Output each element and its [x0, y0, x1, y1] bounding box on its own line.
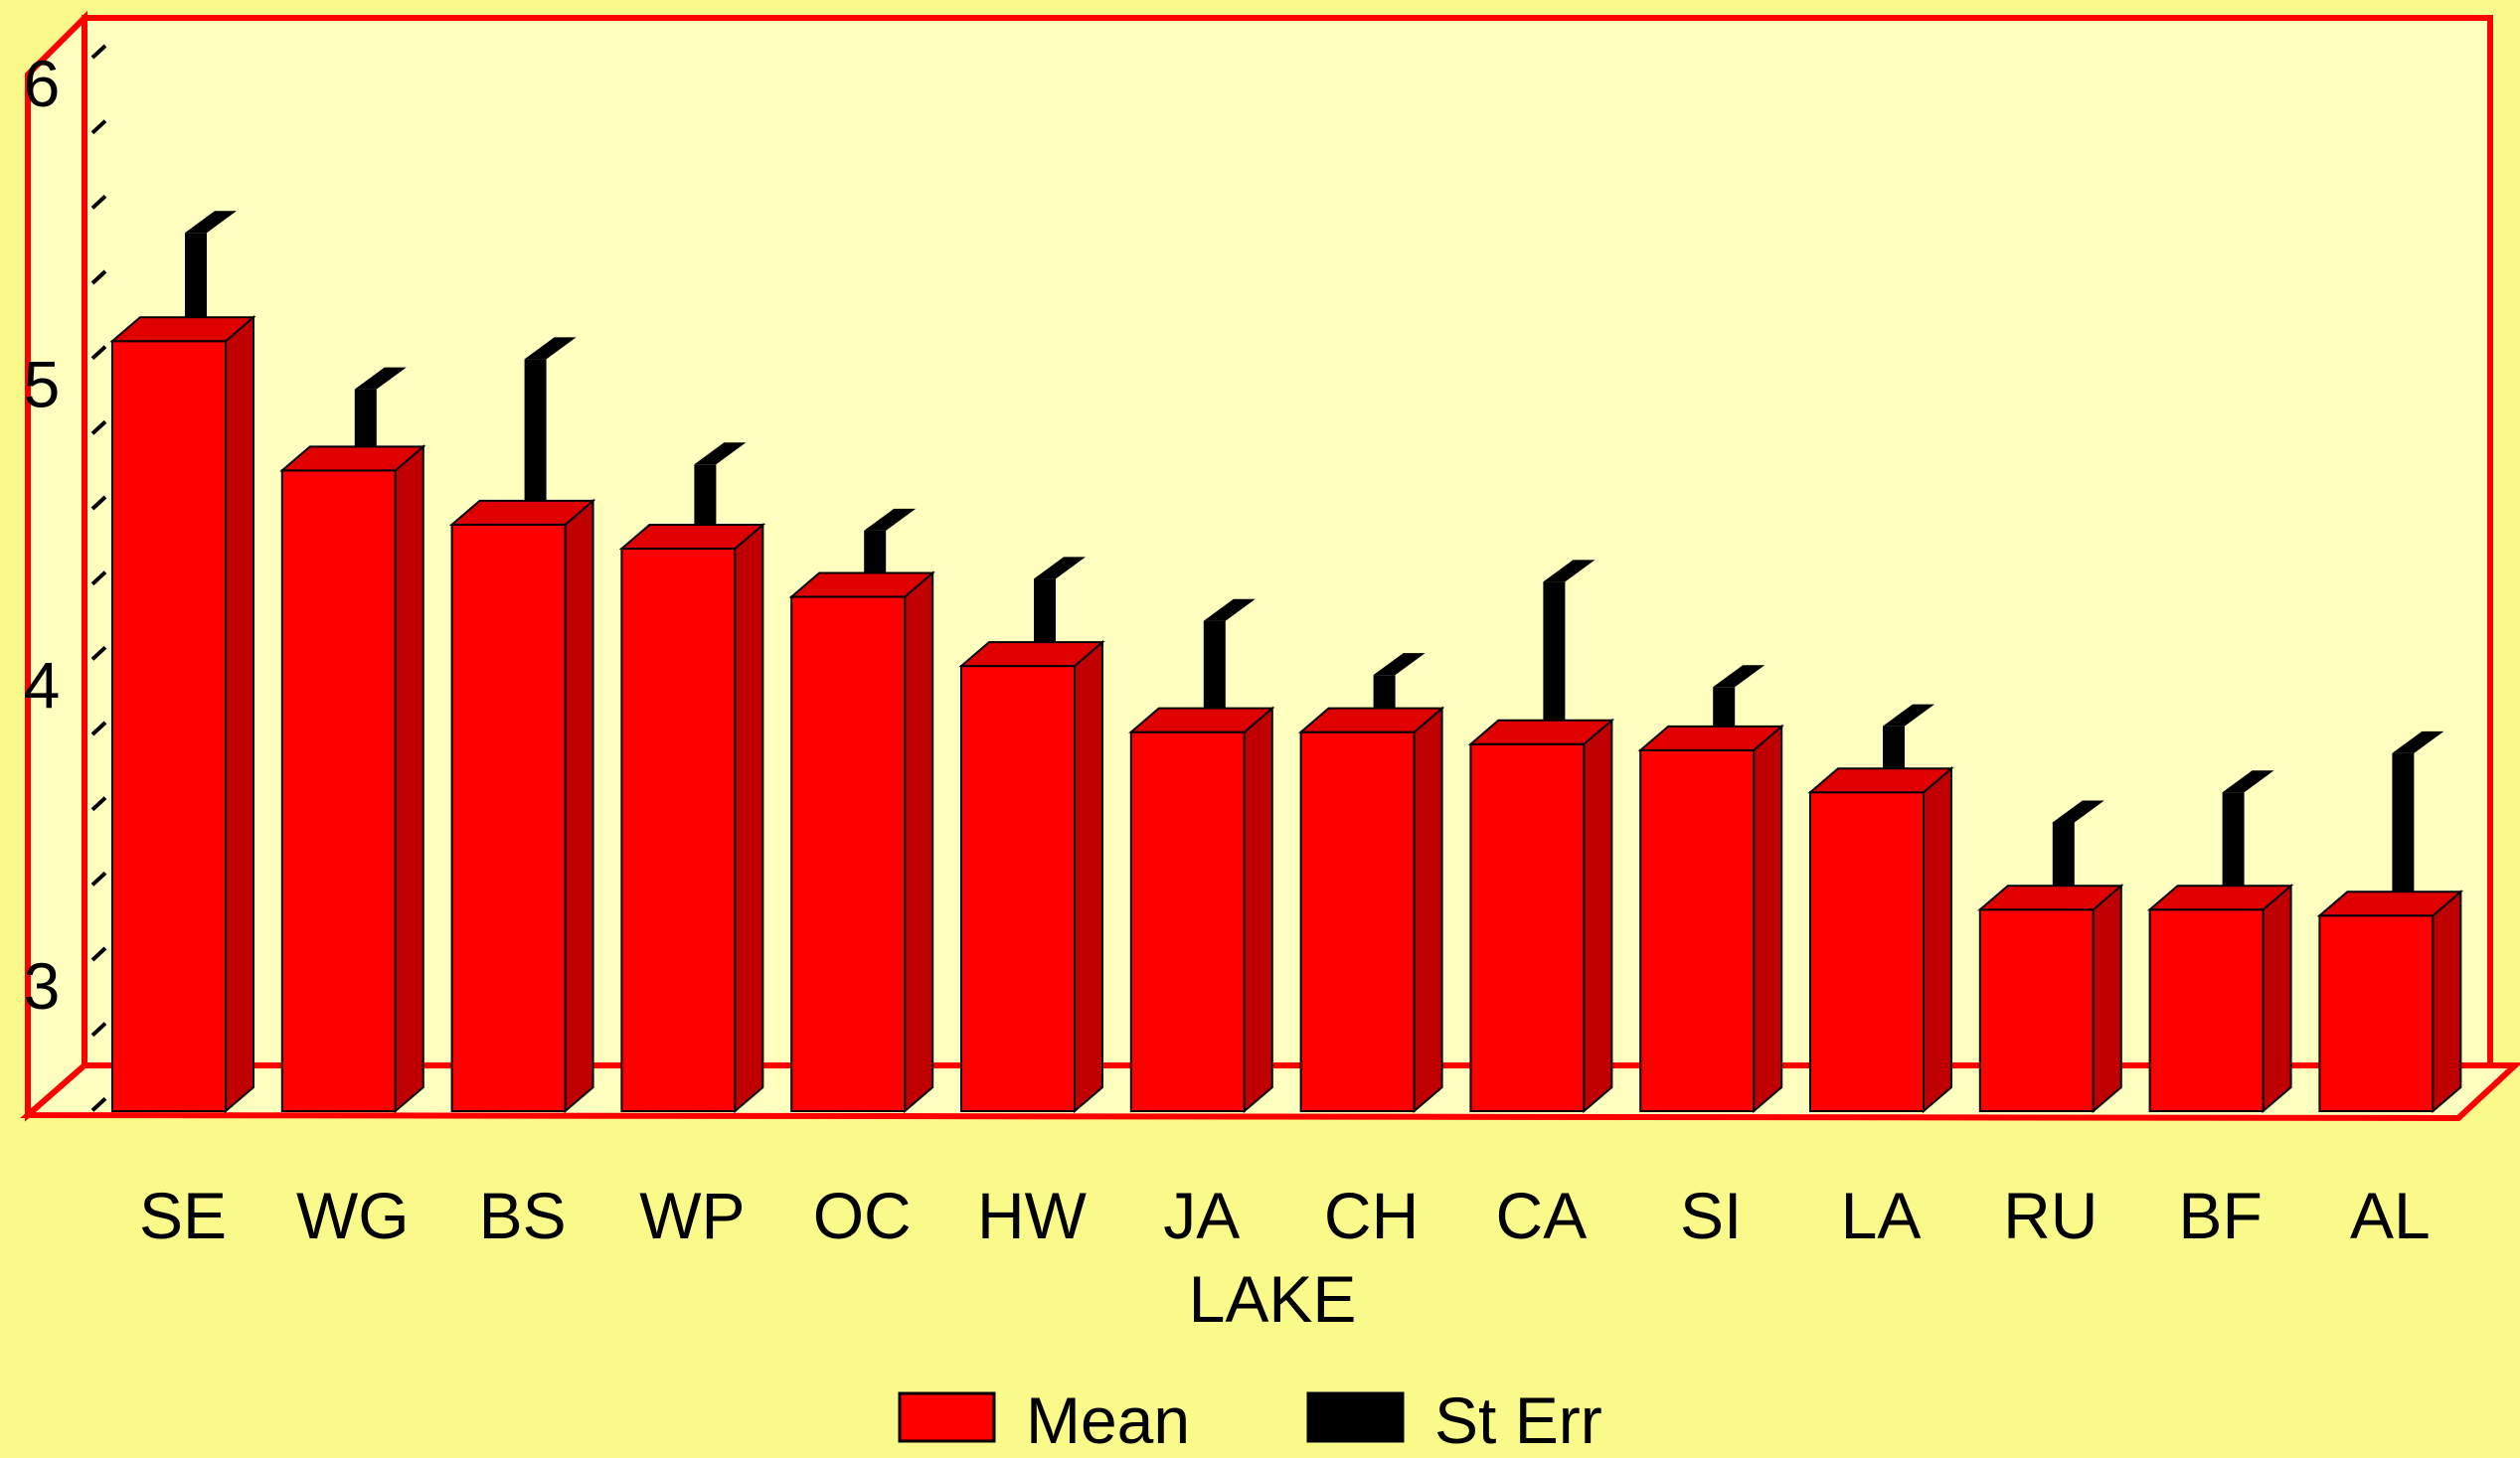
bar	[791, 572, 932, 1111]
x-tick-label: SI	[1680, 1179, 1742, 1252]
legend-item: St Err	[1308, 1383, 1602, 1453]
bar	[1640, 727, 1781, 1111]
legend-item: Mean	[900, 1383, 1190, 1453]
legend: Mean St Err	[900, 1383, 1602, 1453]
back-wall	[84, 18, 2490, 1065]
bar	[1301, 709, 1442, 1111]
y-tick-label: 6	[24, 47, 61, 120]
bar	[1980, 886, 2121, 1111]
bar	[282, 446, 423, 1111]
legend-swatch	[900, 1393, 994, 1441]
y-tick-label: 4	[24, 648, 61, 722]
x-tick-label: AL	[2350, 1179, 2431, 1252]
x-axis: LAKE SE WG BS WP OC HW JA CH CA SI LA RU BF AL	[139, 1179, 2431, 1336]
bar	[621, 525, 762, 1111]
x-tick-label: CH	[1324, 1179, 1419, 1252]
x-tick-label: BS	[479, 1179, 567, 1252]
x-tick-label: JA	[1163, 1179, 1240, 1252]
bar	[2150, 886, 2291, 1111]
bar	[1810, 768, 1951, 1111]
x-tick-label: OC	[813, 1179, 912, 1252]
legend-label: St Err	[1434, 1383, 1602, 1453]
bar	[961, 642, 1102, 1111]
x-tick-label: WG	[296, 1179, 410, 1252]
x-tick-label: LA	[1841, 1179, 1922, 1252]
bar	[112, 317, 253, 1111]
bar	[452, 501, 593, 1111]
legend-swatch	[1308, 1393, 1403, 1441]
legend-label: Mean	[1026, 1383, 1190, 1453]
bar	[2319, 891, 2460, 1111]
x-tick-label: RU	[2003, 1179, 2098, 1252]
y-tick-label: 5	[24, 348, 61, 421]
x-tick-label: HW	[977, 1179, 1088, 1252]
x-tick-label: BF	[2178, 1179, 2262, 1252]
bar	[1131, 709, 1272, 1111]
x-tick-label: CA	[1496, 1179, 1588, 1252]
bar	[1470, 721, 1611, 1111]
y-tick-label: 3	[24, 949, 61, 1023]
x-axis-title: LAKE	[1189, 1262, 1357, 1336]
x-tick-label: SE	[139, 1179, 227, 1252]
x-tick-label: WP	[639, 1179, 745, 1252]
